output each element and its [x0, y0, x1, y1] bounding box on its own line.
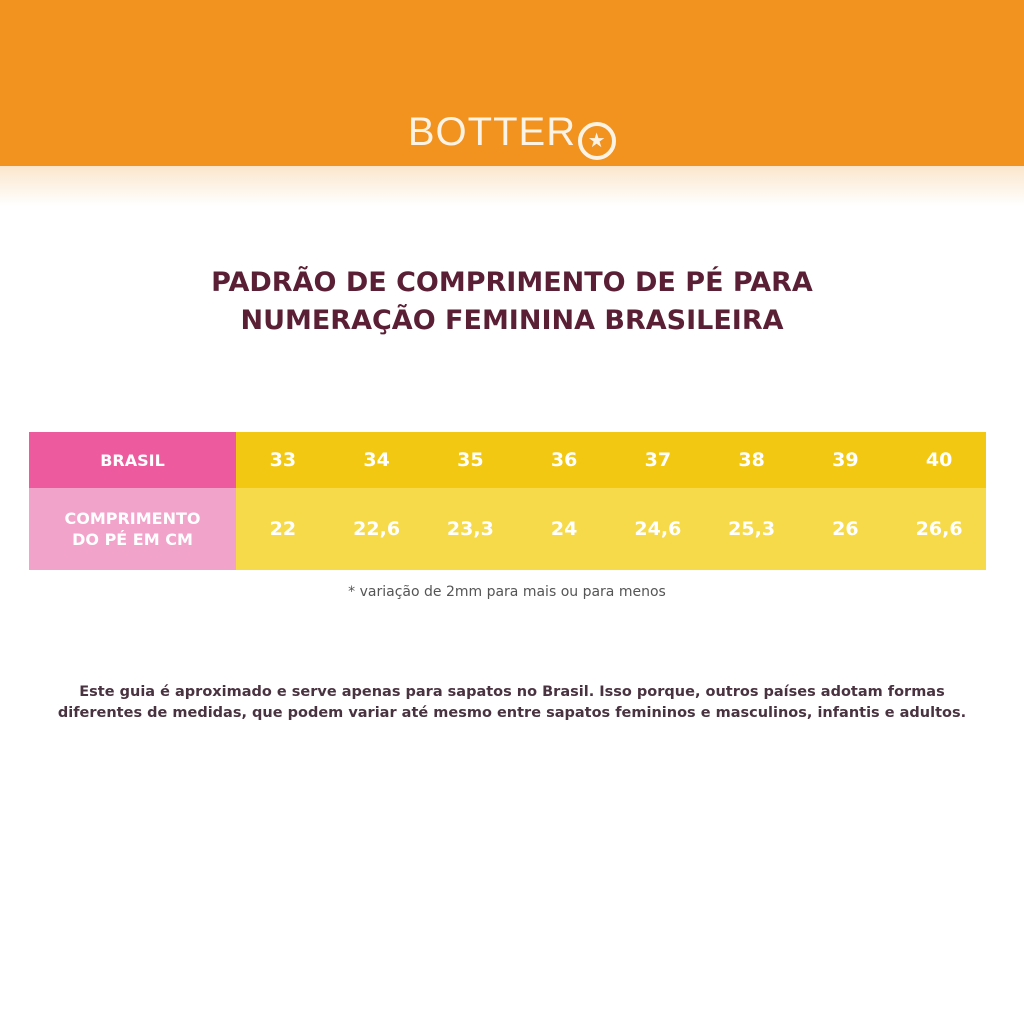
size-cell: 40 [892, 432, 986, 488]
size-cell: 36 [517, 432, 611, 488]
size-cell: 39 [798, 432, 893, 488]
banner-shadow [0, 166, 1024, 206]
row-label-brasil: BRASIL [29, 432, 236, 488]
page-title: PADRÃO DE COMPRIMENTO DE PÉ PARA NUMERAÇ… [0, 264, 1024, 340]
size-row: BRASIL 33 34 35 36 37 38 39 40 [29, 432, 986, 488]
length-cell: 25,3 [704, 488, 799, 570]
disclaimer-line-2: diferentes de medidas, que podem variar … [57, 705, 967, 721]
size-cell: 33 [236, 432, 330, 488]
length-cell: 26 [798, 488, 893, 570]
row-label-length: COMPRIMENTO DO PÉ EM CM [29, 488, 236, 570]
length-cell: 24,6 [611, 488, 705, 570]
length-cell: 23,3 [423, 488, 518, 570]
disclaimer-paragraph: Este guia é aproximado e serve apenas pa… [40, 682, 984, 724]
disclaimer-line-1: Este guia é aproximado e serve apenas pa… [79, 684, 945, 700]
variation-note: * variação de 2mm para mais ou para meno… [348, 584, 666, 600]
title-line-2: NUMERAÇÃO FEMININA BRASILEIRA [240, 305, 784, 336]
size-cell: 37 [611, 432, 705, 488]
label-line-2: DO PÉ EM CM [72, 530, 193, 549]
length-cell: 24 [517, 488, 611, 570]
bottero-logo: BOTTER ★ [0, 108, 1024, 160]
length-cell: 26,6 [892, 488, 986, 570]
length-cell: 22,6 [329, 488, 424, 570]
title-line-1: PADRÃO DE COMPRIMENTO DE PÉ PARA [211, 267, 813, 298]
length-row: COMPRIMENTO DO PÉ EM CM 22 22,6 23,3 24 2… [29, 488, 986, 570]
length-cell: 22 [236, 488, 330, 570]
header-banner [0, 0, 1024, 166]
label-line-1: COMPRIMENTO [64, 509, 201, 528]
size-table: BRASIL 33 34 35 36 37 38 39 40 COMPRIMEN… [29, 432, 986, 570]
size-cell: 35 [423, 432, 518, 488]
star-icon: ★ [578, 122, 617, 160]
size-cell: 38 [704, 432, 799, 488]
logo-text: BOTTER [407, 110, 577, 154]
size-cell: 34 [329, 432, 424, 488]
